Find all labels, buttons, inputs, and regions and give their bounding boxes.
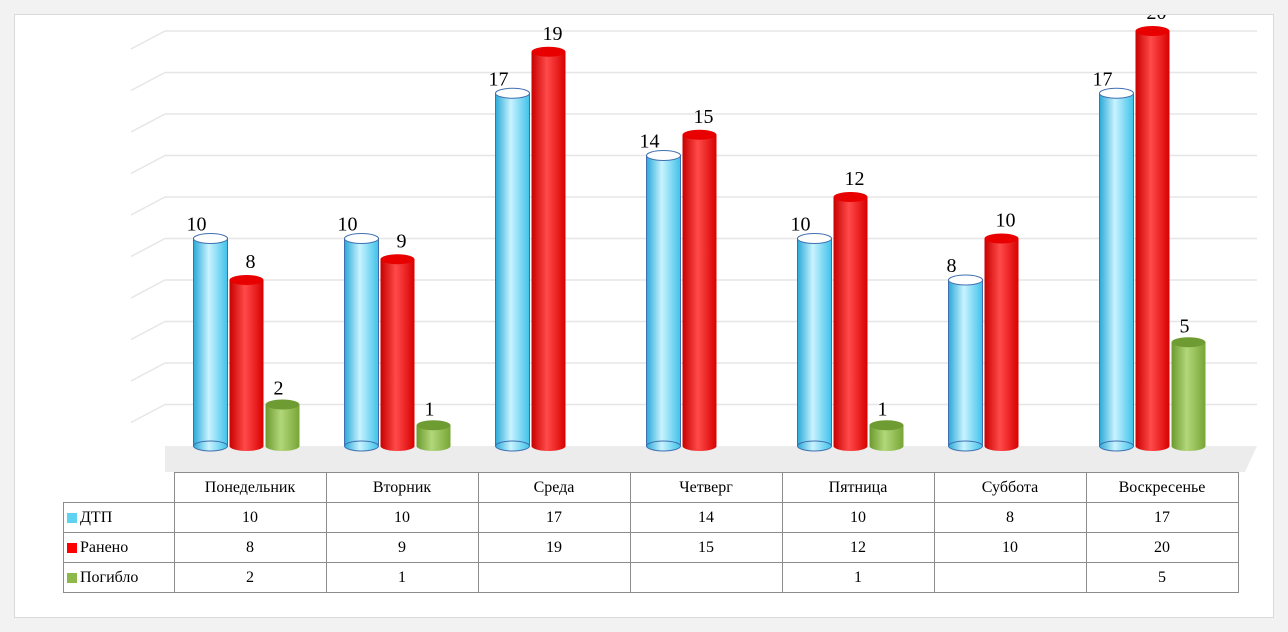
- bar-1-0: [229, 275, 264, 451]
- gridline-side: [130, 320, 166, 341]
- bar-1-4: [833, 192, 868, 451]
- data-label-1-0: 8: [246, 251, 256, 273]
- gridline-side: [130, 403, 166, 424]
- legend-entry-1: Ранено: [63, 532, 175, 563]
- gridline-side: [130, 279, 166, 299]
- bars: [193, 26, 1206, 452]
- chart-frame: 10821091171914151012181017205 Понедельни…: [14, 14, 1274, 618]
- data-label-0-1: 10: [338, 214, 358, 236]
- bar-1-2: [531, 46, 566, 451]
- data-label-0-0: 10: [187, 214, 207, 236]
- data-label-2-1: 1: [425, 398, 435, 420]
- table-row: ДТП 10 10 17 14 10 8 17: [63, 502, 1239, 533]
- bar-1-5: [984, 233, 1019, 451]
- gridline-side: [130, 71, 166, 92]
- bar-0-2: [495, 87, 530, 452]
- gridline-side: [130, 154, 166, 175]
- table-cell-2-1: 1: [325, 562, 479, 593]
- bar-1-1: [380, 254, 415, 451]
- data-label-1-1: 9: [397, 230, 407, 252]
- category-label-1: Вторник: [325, 472, 479, 503]
- table-cell-2-2: [477, 562, 631, 593]
- bar-2-0: [265, 399, 300, 451]
- table-row: Погибло 2 1 1 5: [63, 562, 1239, 593]
- data-label-1-2: 19: [543, 23, 563, 45]
- category-label-0: Понедельник: [173, 472, 327, 503]
- bar-0-6: [1099, 87, 1134, 452]
- table-cell-1-2: 19: [477, 532, 631, 563]
- gridline-side: [130, 30, 166, 50]
- table-cell-1-4: 12: [781, 532, 935, 563]
- table-cell-1-6: 20: [1085, 532, 1239, 563]
- bar-2-1: [416, 420, 451, 451]
- bar-0-1: [344, 233, 379, 452]
- legend-label: ДТП: [80, 508, 113, 526]
- table-cell-2-6: 5: [1085, 562, 1239, 593]
- table-cell-1-1: 9: [325, 532, 479, 563]
- data-label-2-0: 2: [274, 378, 284, 400]
- table-cell-0-2: 17: [477, 502, 631, 533]
- data-label-2-4: 1: [878, 398, 888, 420]
- data-label-1-6: 20: [1147, 15, 1167, 24]
- bar-0-3: [646, 150, 681, 452]
- table-cell-0-4: 10: [781, 502, 935, 533]
- data-label-1-5: 10: [996, 210, 1016, 232]
- legend-label: Ранено: [80, 538, 129, 556]
- table-row: Ранено 8 9 19 15 12 10 20: [63, 532, 1239, 563]
- data-label-1-3: 15: [694, 106, 714, 128]
- legend-swatch: [67, 512, 77, 523]
- category-label-4: Пятница: [781, 472, 935, 503]
- data-label-1-4: 12: [845, 168, 865, 190]
- bar-0-5: [948, 274, 983, 452]
- data-label-2-6: 5: [1180, 315, 1190, 337]
- category-label-3: Четверг: [629, 472, 783, 503]
- table-cell-1-0: 8: [173, 532, 327, 563]
- gridline-side: [130, 196, 166, 216]
- data-label-0-2: 17: [489, 68, 509, 90]
- table-cell-0-0: 10: [173, 502, 327, 533]
- legend-entry-0: ДТП: [63, 502, 175, 533]
- chart-plot: 10 8 2 10 9 1 17 19 14 15 10 12 1 8 10 17 20 5: [130, 15, 1257, 472]
- bar-1-3: [682, 129, 717, 451]
- table-corner: [63, 472, 175, 503]
- table-cell-1-3: 15: [629, 532, 783, 563]
- table-cell-1-5: 10: [933, 532, 1087, 563]
- bar-0-0: [193, 233, 228, 452]
- bar-2-6: [1171, 337, 1206, 451]
- gridline-side: [130, 113, 166, 133]
- bar-2-4: [869, 420, 904, 451]
- legend-entry-2: Погибло: [63, 562, 175, 593]
- table-cell-0-5: 8: [933, 502, 1087, 533]
- category-label-5: Суббота: [933, 472, 1087, 503]
- table-cell-0-1: 10: [325, 502, 479, 533]
- table-header-row: Понедельник Вторник Среда Четверг Пятница Суб…: [63, 472, 1239, 503]
- data-label-0-3: 14: [640, 131, 660, 153]
- table-cell-0-6: 17: [1085, 502, 1239, 533]
- table-cell-0-3: 14: [629, 502, 783, 533]
- data-labels: 10 8 2 10 9 1 17 19 14 15 10 12 1 8 10 17 20 5: [187, 15, 1190, 420]
- category-label-6: Воскресенье: [1085, 472, 1239, 503]
- data-label-0-6: 17: [1093, 68, 1113, 90]
- chart-floor: [165, 446, 1257, 472]
- gridline-side: [130, 362, 166, 382]
- data-table: Понедельник Вторник Среда Четверг Пятница Суб…: [63, 472, 1239, 593]
- legend-swatch: [67, 542, 77, 553]
- data-label-0-5: 8: [947, 255, 957, 277]
- bar-1-6: [1135, 26, 1170, 451]
- gridline-side: [130, 237, 166, 258]
- table-cell-2-5: [933, 562, 1087, 593]
- legend-label: Погибло: [80, 568, 139, 586]
- table-cell-2-4: 1: [781, 562, 935, 593]
- legend-swatch: [67, 572, 77, 583]
- table-cell-2-3: [629, 562, 783, 593]
- category-label-2: Среда: [477, 472, 631, 503]
- bar-0-4: [797, 233, 832, 452]
- data-label-0-4: 10: [791, 214, 811, 236]
- table-cell-2-0: 2: [173, 562, 327, 593]
